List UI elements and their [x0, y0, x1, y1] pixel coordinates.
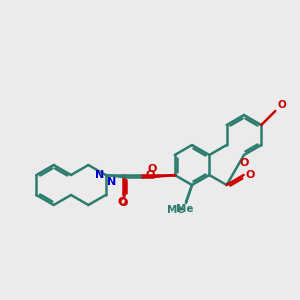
Text: O: O — [145, 170, 155, 180]
Text: O: O — [119, 198, 128, 208]
Text: N: N — [95, 170, 105, 180]
Text: O: O — [246, 170, 255, 180]
Text: N: N — [107, 177, 116, 187]
Text: O: O — [277, 100, 286, 110]
Text: Me: Me — [176, 204, 194, 214]
Text: O: O — [239, 158, 249, 168]
Text: O: O — [148, 164, 158, 174]
Text: Me: Me — [167, 205, 184, 215]
Text: O: O — [118, 197, 128, 207]
